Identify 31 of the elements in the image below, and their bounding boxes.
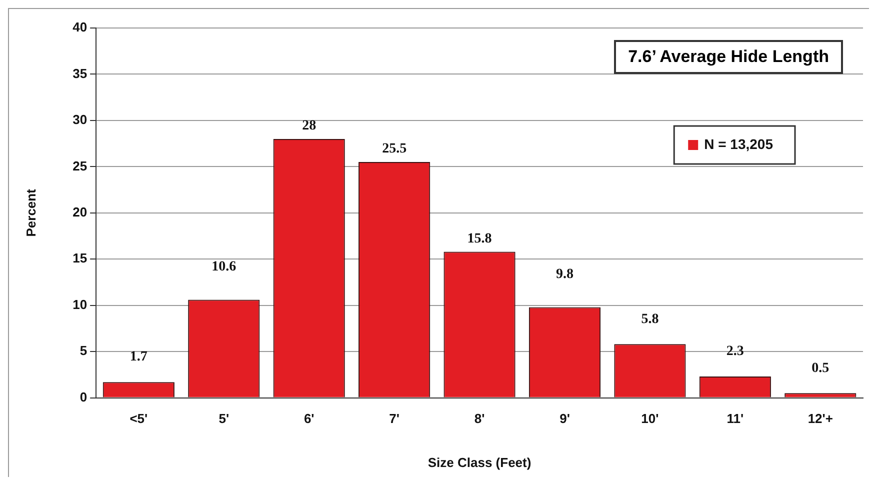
y-axis-title: Percent — [23, 188, 38, 237]
x-tick-label: 7' — [389, 411, 400, 426]
y-tick-label: 30 — [72, 112, 88, 128]
data-label: 9.8 — [556, 266, 574, 282]
y-tick-label: 40 — [72, 20, 88, 35]
x-tick-label: 9' — [560, 411, 570, 426]
data-label: 5.8 — [641, 312, 659, 327]
x-axis-title: Size Class (Feet) — [428, 454, 532, 470]
data-label: 25.5 — [382, 142, 407, 157]
x-tick-label: 6' — [304, 411, 314, 426]
legend-label: N = 13,205 — [704, 136, 774, 152]
x-tick-label: 8' — [474, 411, 485, 426]
data-label: 0.5 — [812, 360, 830, 376]
data-label: 1.7 — [130, 350, 148, 365]
y-tick-label: 5 — [80, 343, 88, 358]
y-tick-label: 0 — [80, 389, 88, 404]
x-tick-label: 12'+ — [808, 411, 834, 426]
data-label: 15.8 — [467, 231, 492, 246]
data-label: 10.6 — [212, 259, 236, 274]
x-tick-label: 10' — [641, 411, 659, 426]
x-tick-label: 11' — [726, 411, 744, 426]
text: 7.6’ Average Hide Length — [614, 40, 843, 74]
y-tick-label: 20 — [72, 204, 88, 220]
data-label: 28 — [302, 118, 316, 134]
y-tick-label: 10 — [72, 296, 88, 312]
y-tick-label: 15 — [72, 250, 88, 266]
x-tick-label: <5' — [130, 411, 148, 426]
x-tick-label: 5' — [218, 411, 230, 426]
data-label: 2.3 — [726, 344, 744, 360]
y-tick-label: 25 — [72, 158, 88, 174]
y-tick-label: 35 — [72, 66, 88, 81]
